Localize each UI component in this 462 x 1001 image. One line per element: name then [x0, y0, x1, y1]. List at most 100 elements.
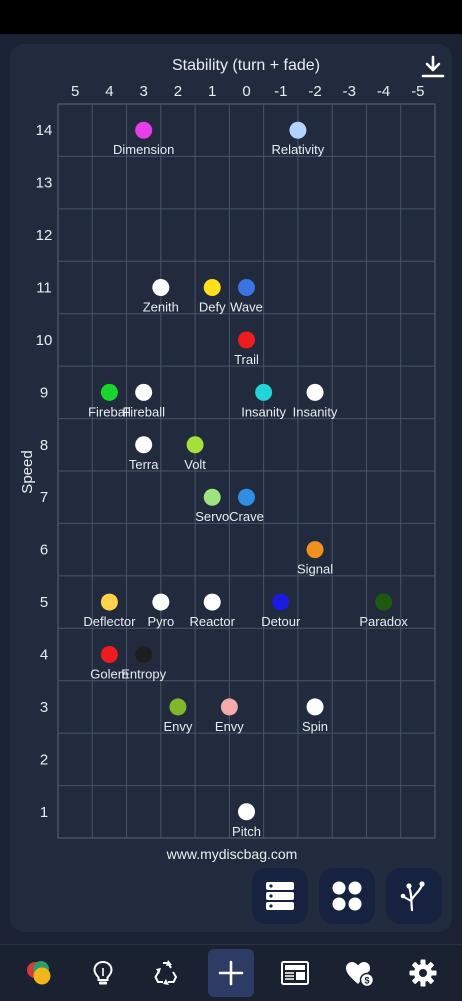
download-icon	[421, 55, 445, 78]
point-marker	[255, 383, 273, 401]
disc-point[interactable]: Servo	[195, 488, 229, 525]
list-view-icon	[266, 882, 294, 910]
point-label: Envy	[215, 719, 244, 734]
disc-point[interactable]: Deflector	[83, 593, 136, 630]
point-marker	[135, 383, 153, 401]
disc-point[interactable]: Insanity	[241, 383, 287, 420]
point-marker	[100, 593, 118, 611]
y-tick-label: 8	[40, 437, 48, 454]
y-tick-label: 9	[40, 384, 48, 401]
disc-point[interactable]: Insanity	[293, 383, 338, 420]
point-marker	[135, 436, 153, 454]
x-tick-label: 4	[105, 83, 113, 100]
chart-grid	[57, 103, 436, 839]
disc-point[interactable]: Volt	[184, 436, 206, 472]
point-marker	[135, 646, 153, 663]
add-icon	[218, 960, 244, 986]
disc-point[interactable]: Dimension	[113, 121, 174, 158]
x-tick-label: 3	[140, 83, 148, 100]
point-marker	[203, 488, 221, 506]
y-tick-label: 3	[40, 699, 48, 716]
x-tick-label: 2	[174, 83, 182, 100]
point-label: Wave	[230, 300, 263, 315]
y-tick-label: 11	[36, 280, 52, 297]
point-label: Servo	[195, 509, 229, 524]
x-tick-label: 5	[71, 83, 79, 100]
point-marker	[238, 279, 255, 296]
disc-point[interactable]: Detour	[261, 593, 301, 630]
nav-tips[interactable]	[80, 945, 126, 1001]
disc-point[interactable]: Fireball	[88, 383, 131, 420]
point-label: Detour	[261, 614, 301, 629]
disc-point[interactable]: Pyro	[147, 593, 174, 630]
disc-point[interactable]: Spin	[302, 698, 328, 734]
point-label: Trail	[234, 352, 259, 367]
disc-point[interactable]: Golem	[90, 646, 129, 682]
point-label: Zenith	[143, 300, 179, 315]
disc-point[interactable]: Wave	[230, 279, 263, 315]
disc-point[interactable]: Defy	[199, 279, 226, 315]
disc-point[interactable]: Envy	[215, 698, 244, 734]
disc-point[interactable]: Trail	[234, 331, 259, 367]
disc-point[interactable]: Relativity	[272, 121, 325, 158]
x-tick-label: -4	[377, 83, 390, 100]
y-tick-label: 4	[40, 647, 48, 664]
download-button[interactable]	[416, 50, 450, 84]
point-marker	[152, 593, 170, 611]
point-marker	[238, 488, 255, 506]
disc-point[interactable]: Signal	[297, 541, 333, 577]
point-marker	[203, 593, 221, 611]
point-marker	[152, 279, 170, 296]
grid-view-button[interactable]	[319, 868, 375, 924]
recycle-icon	[154, 960, 177, 985]
point-label: Golem	[90, 667, 128, 682]
x-tick-label: -5	[411, 83, 424, 100]
nav-news[interactable]	[272, 945, 318, 1001]
svg-text:$: $	[364, 976, 369, 986]
point-marker	[135, 121, 153, 139]
nav-add[interactable]	[208, 949, 254, 997]
point-label: Pyro	[147, 614, 174, 629]
point-label: Paradox	[359, 614, 408, 629]
disc-point[interactable]: Reactor	[189, 593, 236, 630]
disc-point[interactable]: Entropy	[121, 646, 167, 682]
disc-point[interactable]: Paradox	[359, 593, 408, 630]
nav-recycle[interactable]	[143, 945, 189, 1001]
y-axis-label: Speed	[19, 450, 36, 493]
grid-view-icon	[332, 881, 362, 911]
x-tick-label: 0	[242, 83, 250, 100]
flight-chart-icon	[400, 881, 425, 912]
point-label: Insanity	[241, 404, 286, 419]
point-marker	[289, 121, 307, 139]
x-axis-label: Stability (turn + fade)	[172, 57, 320, 74]
y-tick-label: 7	[40, 489, 48, 506]
x-tick-label: 1	[208, 83, 216, 100]
disc-point[interactable]: Envy	[164, 698, 193, 734]
nav-wishlist[interactable]: $	[336, 945, 382, 1001]
point-marker	[100, 383, 118, 401]
disc-point[interactable]: Terra	[129, 436, 159, 472]
x-tick-label: -2	[308, 83, 321, 100]
point-label: Fireball	[122, 404, 165, 419]
point-marker	[100, 646, 118, 663]
point-marker	[306, 541, 324, 559]
disc-point[interactable]: Zenith	[143, 279, 179, 315]
point-label: Pitch	[232, 824, 261, 839]
point-label: Volt	[184, 457, 206, 472]
point-marker	[220, 698, 238, 716]
flight-chart-button[interactable]	[386, 868, 442, 924]
nav-discs[interactable]	[17, 945, 63, 1001]
point-marker	[306, 383, 324, 401]
disc-point[interactable]: Crave	[229, 488, 264, 525]
bottom-navigation: $	[0, 944, 462, 1001]
disc-point[interactable]: Fireball	[122, 383, 165, 420]
list-view-button[interactable]	[252, 868, 308, 924]
point-label: Deflector	[83, 614, 136, 629]
disc-point[interactable]: Pitch	[232, 803, 261, 839]
y-tick-label: 12	[36, 227, 53, 244]
point-marker	[272, 593, 290, 611]
nav-settings[interactable]	[400, 945, 446, 1001]
point-label: Reactor	[189, 614, 235, 629]
